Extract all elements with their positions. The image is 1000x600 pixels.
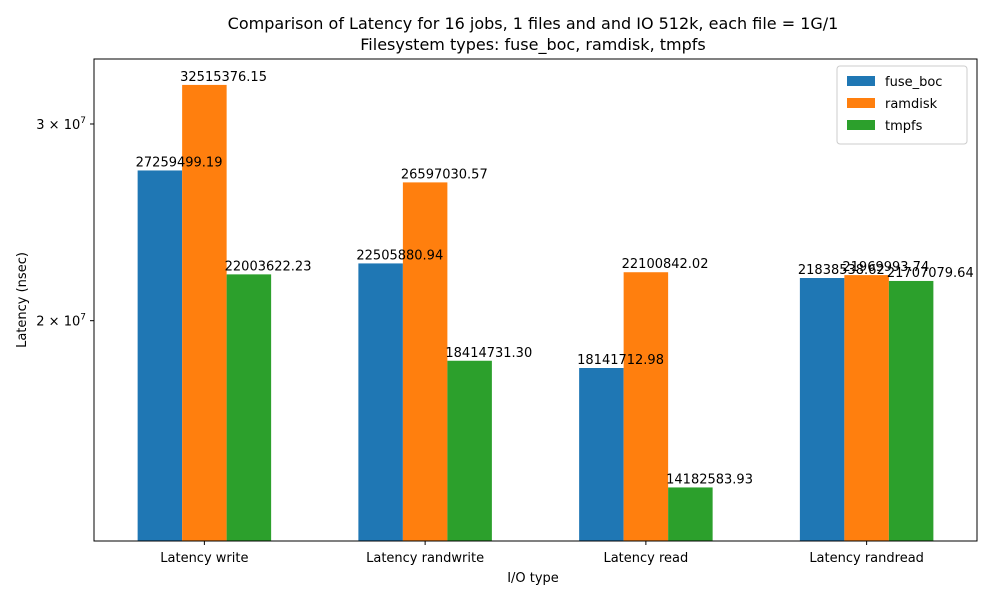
bar-fuse_boc-3 xyxy=(799,278,845,541)
legend-label-tmpfs: tmpfs xyxy=(885,119,923,134)
bar-ramdisk-2 xyxy=(623,272,669,541)
bar-ramdisk-1 xyxy=(402,182,448,541)
data-label-fuse_boc-2: 18141712.98 xyxy=(577,353,664,368)
chart-title-line-2: Filesystem types: fuse_boc, ramdisk, tmp… xyxy=(360,35,705,55)
x-tick-label-0: Latency write xyxy=(160,551,248,566)
y-axis-label: Latency (nsec) xyxy=(15,252,30,348)
legend-label-ramdisk: ramdisk xyxy=(885,97,938,112)
bar-fuse_boc-1 xyxy=(358,263,403,541)
bar-ramdisk-3 xyxy=(844,275,889,541)
y-tick-label-1: 3 × 107 xyxy=(36,116,86,133)
bar-tmpfs-0 xyxy=(226,274,272,541)
bar-fuse_boc-2 xyxy=(579,368,624,541)
plot-area: 27259499.19 22505880.94 18141712.98 2183853… xyxy=(36,58,978,566)
x-axis-label: I/O type xyxy=(507,571,559,586)
data-label-ramdisk-2: 22100842.02 xyxy=(622,257,709,272)
legend-swatch-fuse_boc xyxy=(847,76,875,86)
data-label-ramdisk-3: 21969993.74 xyxy=(842,260,929,275)
data-label-tmpfs-3: 21707079.64 xyxy=(887,266,974,281)
plot-frame xyxy=(93,58,978,542)
y-tick-label-0: 2 × 107 xyxy=(36,313,86,330)
legend-swatch-ramdisk xyxy=(847,98,875,108)
chart-title-line-1: Comparison of Latency for 16 jobs, 1 fil… xyxy=(228,14,839,33)
x-tick-label-3: Latency randread xyxy=(809,551,924,566)
legend-swatch-tmpfs xyxy=(847,120,875,130)
bar-tmpfs-2 xyxy=(668,487,713,541)
data-label-fuse_boc-0: 27259499.19 xyxy=(136,155,223,170)
data-label-tmpfs-2: 14182583.93 xyxy=(666,472,753,487)
data-label-tmpfs-0: 22003622.23 xyxy=(225,259,312,274)
data-label-tmpfs-1: 18414731.30 xyxy=(445,346,532,361)
data-label-ramdisk-1: 26597030.57 xyxy=(401,167,488,182)
data-label-ramdisk-0: 32515376.15 xyxy=(180,70,267,85)
x-tick-label-2: Latency read xyxy=(603,551,688,566)
x-tick-label-1: Latency randwrite xyxy=(366,551,484,566)
data-label-fuse_boc-1: 22505880.94 xyxy=(356,248,443,263)
bar-fuse_boc-0 xyxy=(137,170,183,541)
legend-label-fuse_boc: fuse_boc xyxy=(885,75,942,90)
bar-ramdisk-0 xyxy=(182,84,227,542)
data-label-fuse_boc-3: 21838538.62 xyxy=(798,263,885,278)
bar-tmpfs-1 xyxy=(447,360,492,541)
bar-tmpfs-3 xyxy=(888,280,934,541)
